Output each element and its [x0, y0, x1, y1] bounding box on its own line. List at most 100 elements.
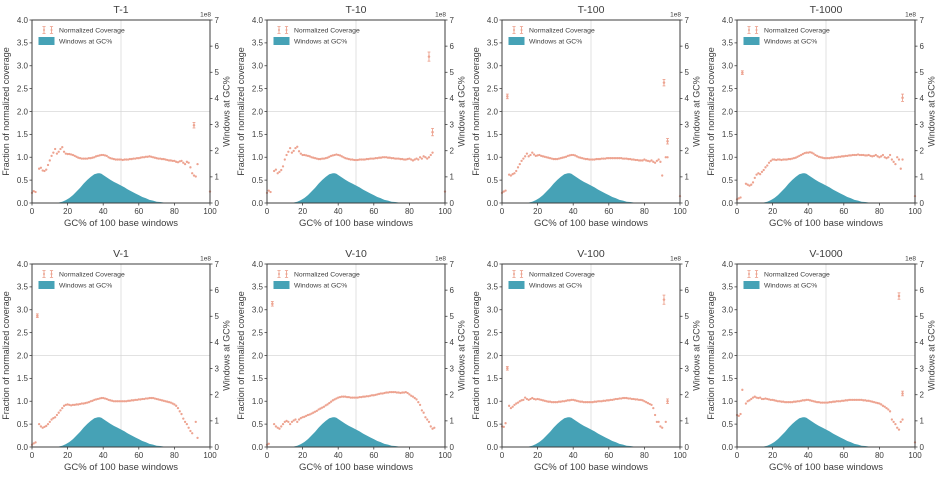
legend-label-normalized-coverage: Normalized Coverage — [59, 27, 125, 34]
x-tick-label: 40 — [569, 207, 578, 216]
y-right-tick-label: 3 — [215, 120, 220, 129]
right-axis-offset-text: 1e8 — [905, 12, 916, 19]
y-left-tick-label: 4.0 — [17, 259, 29, 268]
axes: 0 20 40 60 80 100 0.0 0.5 1.0 1.5 2.0 2.5 3.0 3.5 4.0 0… — [17, 12, 220, 217]
y-axis-left-label: Fraction of normalized coverage — [236, 291, 246, 420]
axes: 0 20 40 60 80 100 0.0 0.5 1.0 1.5 2.0 2.5 3.0 3.5 4.0 0… — [252, 12, 455, 217]
chart-canvas-t-10: 0 20 40 60 80 100 0.0 0.5 1.0 1.5 2.0 2.5 3.0 3.5 4.0 0… — [236, 4, 467, 229]
y-left-tick-label: 3.5 — [487, 39, 499, 48]
windows-at-gc-area — [55, 173, 171, 203]
y-right-tick-label: 0 — [215, 442, 220, 451]
legend: Normalized Coverage Windows at GC% — [38, 269, 125, 289]
y-right-tick-label: 3 — [450, 364, 455, 373]
y-right-tick-label: 1 — [215, 173, 220, 182]
normalized-coverage-series — [265, 145, 447, 195]
y-left-tick-label: 1.0 — [487, 397, 499, 406]
y-right-tick-label: 7 — [685, 16, 690, 25]
legend-patch-windows-at-gc — [508, 280, 525, 289]
coverage-outliers — [35, 312, 39, 318]
subplot-v-100: 0 20 40 60 80 100 0.0 0.5 1.0 1.5 2.0 2.5 3.0 3.5 4.0 0… — [470, 244, 705, 487]
legend: Normalized Coverage Windows at GC% — [273, 26, 360, 45]
y-left-tick-label: 3.0 — [722, 62, 734, 71]
y-right-tick-label: 6 — [450, 42, 455, 51]
legend-patch-windows-at-gc — [38, 280, 55, 289]
y-right-tick-label: 7 — [215, 16, 220, 25]
x-tick-label: 40 — [334, 207, 343, 216]
gridlines — [32, 263, 210, 447]
coverage-outliers — [740, 70, 904, 102]
y-left-tick-label: 3.5 — [722, 39, 734, 48]
x-axis-label: GC% of 100 base windows — [64, 462, 178, 473]
chart-title: V-100 — [577, 248, 605, 260]
right-axis-offset-text: 1e8 — [435, 12, 446, 19]
y-right-tick-label: 4 — [215, 338, 220, 347]
y-right-tick-label: 1 — [685, 416, 690, 425]
y-left-tick-label: 2.0 — [17, 107, 29, 116]
y-left-tick-label: 3.5 — [487, 282, 499, 291]
windows-at-gc-area — [290, 416, 406, 447]
y-right-tick-label: 4 — [920, 94, 925, 103]
x-tick-label: 0 — [500, 207, 505, 216]
chart-canvas-v-1000: 0 20 40 60 80 100 0.0 0.5 1.0 1.5 2.0 2.5 3.0 3.5 4.0 0… — [706, 248, 937, 473]
y-left-tick-label: 3.0 — [17, 305, 29, 314]
chart-title: T-1 — [113, 4, 128, 16]
y-axis-left-label: Fraction of normalized coverage — [471, 47, 481, 176]
y-left-tick-label: 1.0 — [252, 397, 264, 406]
y-left-tick-label: 2.0 — [487, 107, 499, 116]
y-right-tick-label: 7 — [685, 259, 690, 268]
y-left-tick-label: 1.5 — [722, 130, 734, 139]
normalized-coverage-series — [265, 390, 436, 446]
y-left-tick-label: 2.5 — [17, 84, 29, 93]
y-left-tick-label: 1.5 — [252, 374, 264, 383]
x-tick-label: 40 — [804, 207, 813, 216]
x-tick-label: 20 — [298, 451, 307, 460]
x-tick-label: 20 — [533, 207, 542, 216]
legend-label-windows-at-gc: Windows at GC% — [294, 38, 347, 45]
x-tick-label: 80 — [640, 451, 649, 460]
y-right-tick-label: 2 — [920, 390, 925, 399]
x-tick-label: 80 — [170, 207, 179, 216]
y-right-tick-label: 4 — [685, 94, 690, 103]
y-left-tick-label: 2.0 — [487, 351, 499, 360]
y-right-tick-label: 4 — [920, 338, 925, 347]
y-left-tick-label: 2.5 — [17, 328, 29, 337]
y-left-tick-label: 0.5 — [252, 176, 264, 185]
x-tick-label: 0 — [30, 207, 35, 216]
y-left-tick-label: 3.5 — [17, 282, 29, 291]
y-left-tick-label: 4.0 — [722, 259, 734, 268]
y-right-tick-label: 1 — [920, 173, 925, 182]
y-left-tick-label: 0.0 — [17, 442, 29, 451]
subplot-v-1: 0 20 40 60 80 100 0.0 0.5 1.0 1.5 2.0 2.5 3.0 3.5 4.0 0… — [0, 244, 235, 487]
legend-patch-windows-at-gc — [508, 37, 525, 45]
x-tick-label: 20 — [63, 207, 72, 216]
y-left-tick-label: 2.5 — [487, 328, 499, 337]
right-axis-offset-text: 1e8 — [200, 12, 211, 19]
subplot-t-10: 0 20 40 60 80 100 0.0 0.5 1.0 1.5 2.0 2.5 3.0 3.5 4.0 0… — [235, 0, 470, 244]
axes: 0 20 40 60 80 100 0.0 0.5 1.0 1.5 2.0 2.5 3.0 3.5 4.0 0… — [487, 12, 690, 217]
x-tick-label: 80 — [875, 451, 884, 460]
y-right-tick-label: 7 — [450, 259, 455, 268]
y-left-tick-label: 2.5 — [252, 84, 264, 93]
x-tick-label: 40 — [569, 451, 578, 460]
legend-label-normalized-coverage: Normalized Coverage — [529, 27, 595, 34]
x-tick-label: 100 — [908, 451, 922, 460]
x-tick-label: 100 — [673, 451, 687, 460]
y-left-tick-label: 0.5 — [722, 176, 734, 185]
subplot-t-100: 0 20 40 60 80 100 0.0 0.5 1.0 1.5 2.0 2.5 3.0 3.5 4.0 0… — [470, 0, 705, 244]
right-axis-offset-text: 1e8 — [905, 255, 916, 262]
y-right-tick-label: 2 — [685, 147, 690, 156]
x-axis-label: GC% of 100 base windows — [534, 462, 648, 473]
y-right-tick-label: 5 — [215, 68, 220, 77]
y-right-tick-label: 5 — [685, 312, 690, 321]
chart-canvas-t-100: 0 20 40 60 80 100 0.0 0.5 1.0 1.5 2.0 2.5 3.0 3.5 4.0 0… — [471, 4, 702, 229]
y-left-tick-label: 0.5 — [487, 176, 499, 185]
y-axis-left-label: Fraction of normalized coverage — [471, 291, 481, 420]
x-tick-label: 80 — [405, 207, 414, 216]
chart-title: V-10 — [345, 248, 367, 260]
axes: 0 20 40 60 80 100 0.0 0.5 1.0 1.5 2.0 2.5 3.0 3.5 4.0 0… — [722, 12, 925, 217]
y-left-tick-label: 2.5 — [722, 328, 734, 337]
y-axis-left-label: Fraction of normalized coverage — [706, 291, 716, 420]
legend-label-normalized-coverage: Normalized Coverage — [59, 271, 125, 278]
y-right-tick-label: 5 — [450, 312, 455, 321]
